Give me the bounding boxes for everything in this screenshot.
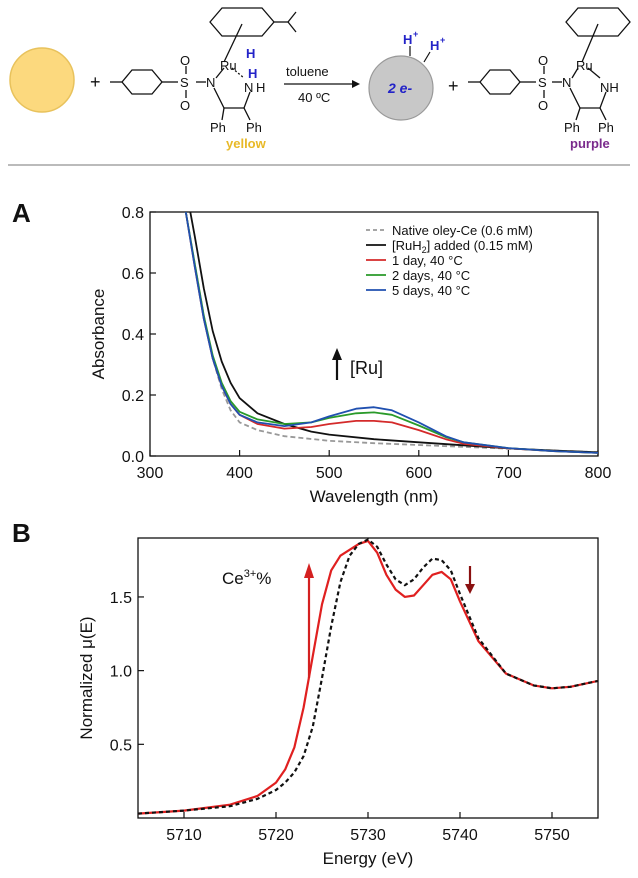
plus-sign: + [90, 72, 101, 92]
legend-entry: 2 days, 40 °C [392, 268, 470, 283]
y-tick-label: 0.5 [110, 737, 132, 754]
proton-2-label: H [430, 38, 439, 53]
plot-frame [137, 537, 599, 819]
ph-right-label-2: Ph [598, 120, 614, 135]
series-line-4 [184, 212, 598, 454]
yellow-nanoparticle [9, 47, 75, 113]
purple-label: purple [570, 136, 610, 151]
ru-label-2: Ru [576, 58, 593, 73]
panel-a-letter: A [12, 198, 31, 228]
x-axis-label: Energy (eV) [323, 849, 414, 868]
ph-left-label-2: Ph [564, 120, 580, 135]
x-tick-label: 5750 [534, 827, 570, 844]
ru-hydride-h: H [246, 46, 255, 61]
x-axis-label: Wavelength (nm) [310, 487, 439, 506]
reaction-arrowhead [352, 80, 360, 88]
y-tick-label: 0.6 [122, 266, 144, 283]
x-tick-label: 400 [226, 465, 253, 482]
panel-b-letter: B [12, 518, 31, 548]
plus-sign-2: + [448, 76, 459, 96]
proton-2-sup: + [440, 35, 445, 45]
solvent-label: toluene [286, 64, 329, 79]
legend-entry: [RuH2] added (0.15 mM) [392, 238, 533, 255]
reaction-scheme: + Ru H S O O N H N H [9, 7, 631, 151]
x-tick-label: 5720 [258, 827, 294, 844]
legend-entry: Native oley-Ce (0.6 mM) [392, 223, 533, 238]
y-tick-label: 0.8 [122, 205, 144, 222]
ph-right-label: Ph [246, 120, 262, 135]
proton-1-sup: + [413, 29, 418, 39]
o-bottom-label: O [180, 98, 190, 113]
electron-label: 2 e- [387, 80, 412, 96]
x-tick-label: 500 [316, 465, 343, 482]
n-label-2: N [562, 75, 571, 90]
y-tick-label: 0.2 [122, 388, 144, 405]
o-top-label: O [180, 53, 190, 68]
legend-entry: 1 day, 40 °C [392, 253, 463, 268]
y-axis-label: Absorbance [89, 289, 108, 380]
grey-nanoparticle [368, 55, 434, 121]
series-line-0 [184, 212, 598, 454]
ph-left-label: Ph [210, 120, 226, 135]
nh-label-2: NH [600, 80, 619, 95]
yellow-label: yellow [226, 136, 267, 151]
legend-entry: 5 days, 40 °C [392, 283, 470, 298]
x-tick-label: 5740 [442, 827, 478, 844]
ce-increase-arrowhead [304, 563, 314, 578]
legend: Native oley-Ce (0.6 mM)[RuH2] added (0.1… [366, 223, 533, 298]
series-line-1 [138, 538, 598, 815]
amine-n-label: N [244, 80, 253, 95]
y-tick-label: 0.0 [122, 449, 144, 466]
amine-h-label: H [248, 66, 257, 81]
ru-arrowhead [332, 348, 342, 360]
ru-annotation: [Ru] [350, 358, 383, 378]
xanes-chart: 5710 5720 5730 5740 5750 0.5 1.0 1.5 Energy (eV)… [77, 537, 599, 868]
x-tick-label: 5730 [350, 827, 386, 844]
ce3-annotation: Ce3+% [222, 568, 271, 588]
proton-bond-2 [423, 51, 431, 63]
y-tick-label: 0.4 [122, 327, 144, 344]
y-tick-label: 1.0 [110, 664, 132, 681]
s-label-2: S [538, 75, 547, 90]
o-bottom-label-2: O [538, 98, 548, 113]
proton-1-label: H [403, 32, 412, 47]
y-axis-label: Normalized μ(E) [77, 616, 96, 739]
n-label: N [206, 75, 215, 90]
y-tick-label: 1.5 [110, 590, 132, 607]
x-tick-label: 5710 [166, 827, 202, 844]
ruh2-complex [110, 7, 297, 121]
absorbance-chart: 300 400 500 600 700 800 0.0 0.2 0.4 0.6 0.8 Wavelen… [89, 205, 611, 506]
x-tick-label: 600 [405, 465, 432, 482]
x-tick-label: 800 [585, 465, 612, 482]
x-tick-label: 300 [137, 465, 164, 482]
temperature-label: 40 ºC [298, 90, 330, 105]
ru-amido-complex [468, 7, 631, 121]
ru-label: Ru [220, 58, 237, 73]
s-label: S [180, 75, 189, 90]
series-line-0 [138, 539, 598, 815]
ce-decrease-arrowhead [465, 584, 475, 594]
o-top-label-2: O [538, 53, 548, 68]
x-tick-label: 700 [495, 465, 522, 482]
amine-nh-h-label: H [256, 80, 265, 95]
